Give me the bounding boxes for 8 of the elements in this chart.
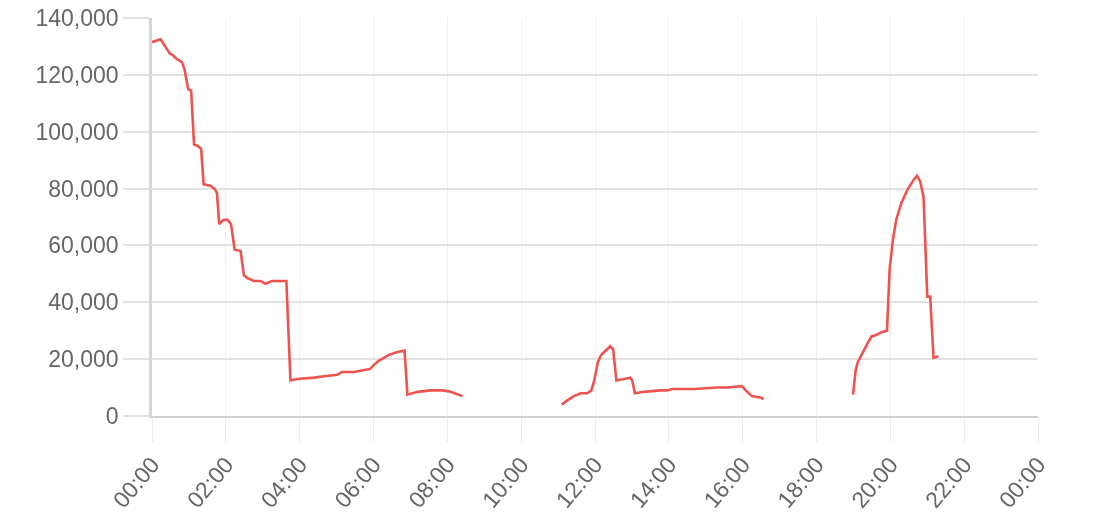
y-tick-label: 60,000: [48, 232, 119, 259]
y-tick-label: 20,000: [48, 346, 119, 373]
y-tick-label: 120,000: [35, 61, 119, 88]
y-tick-label: 140,000: [35, 5, 119, 32]
y-tick-label: 0: [105, 403, 119, 430]
y-tick-label: 80,000: [48, 175, 119, 202]
y-tick-label: 40,000: [48, 289, 119, 316]
y-tick-label: 100,000: [35, 118, 119, 145]
